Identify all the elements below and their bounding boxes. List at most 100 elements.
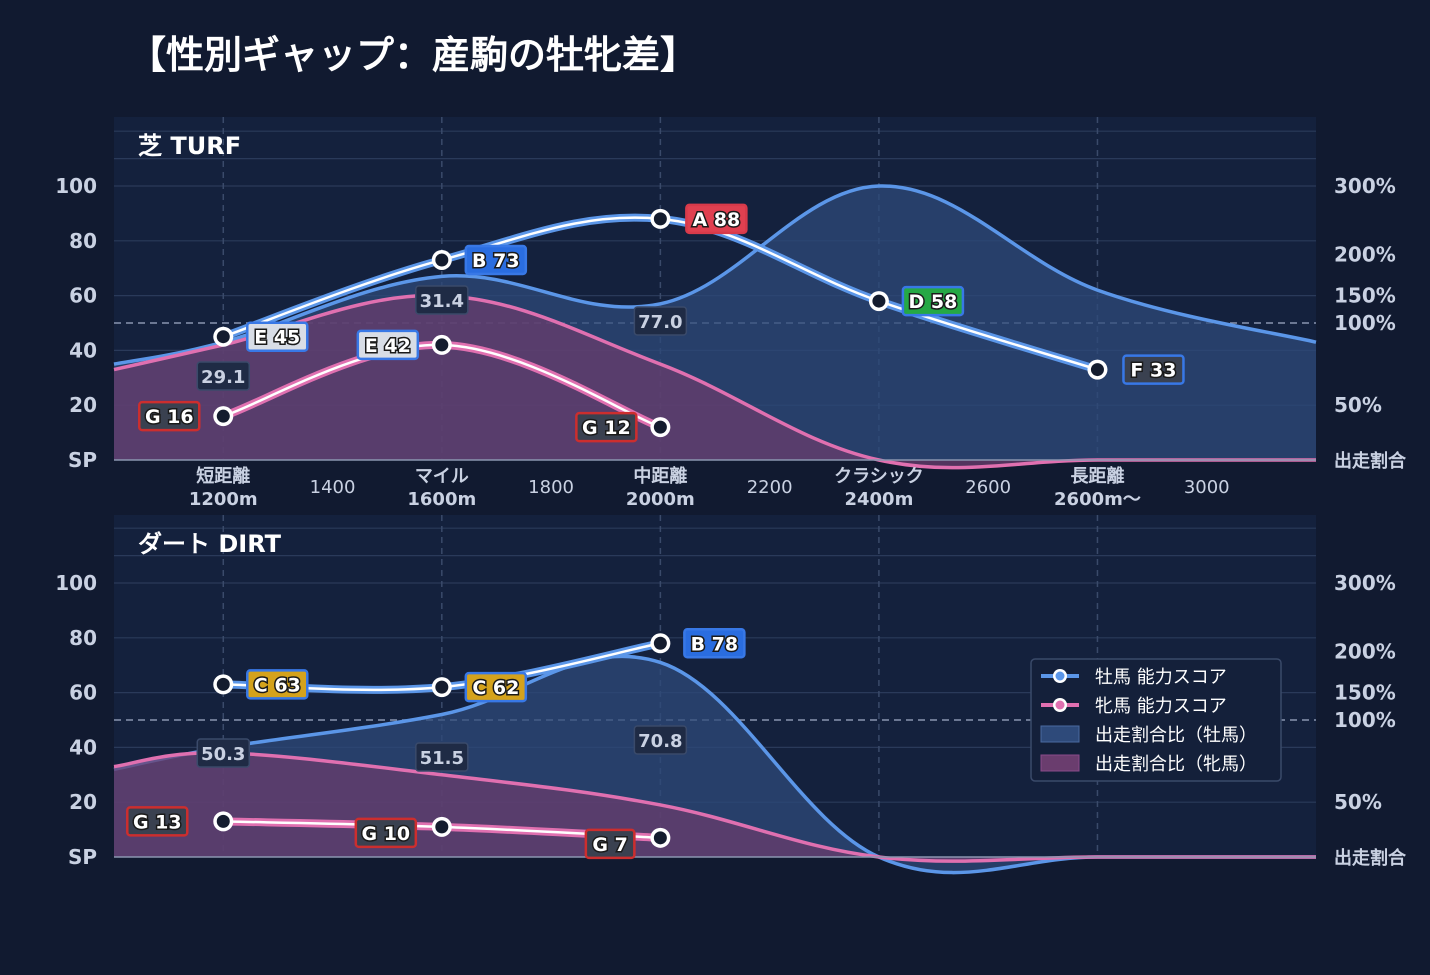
x-tick-label: 2000m [626,489,695,510]
y-tick-label: 60 [69,681,97,705]
y-right-tick-label: 出走割合 [1334,450,1407,472]
grade-badge-label: B 78 [691,633,739,655]
x-tick-label: 3000 [1184,477,1230,498]
y-right-tick-label: 300% [1334,174,1396,198]
grade-badge [464,671,528,703]
y-right-tick-label: 出走割合 [1334,847,1407,869]
grade-badge-label: F 33 [1130,360,1176,382]
turf-panel: SP 20 40 60 80 100 出走割合 50% 100% 150% 200% 300% 芝 TU… [55,117,1407,510]
x-tick-label: クラシック [834,466,924,487]
y-right-tick-label: 300% [1334,571,1396,595]
ratio-label: 77.0 [638,312,682,333]
grade-badge [138,400,201,432]
y-tick-label: 60 [69,284,97,308]
legend-label: 出走割合比（牝馬） [1095,754,1257,775]
grade-badge-label: C 63 [254,674,301,696]
y-tick-label: 100 [55,571,97,595]
female-score-marker [653,831,667,845]
grade-badge [901,285,965,317]
y-right-tick-label: 50% [1334,790,1382,814]
ratio-label-box [415,285,469,315]
grade-badge-label: C 62 [472,677,519,699]
grade-badge [356,329,420,361]
grade-badge [575,411,638,443]
y-tick-label: 20 [69,393,97,417]
x-tick-label: 1200m [189,489,258,510]
grade-badge [246,321,309,352]
x-tick-label: 長距離 [1070,465,1124,487]
panel-title: ダート DIRT [138,530,282,558]
ratio-label-box [415,742,469,772]
grade-badge [354,817,418,849]
grade-badge [685,203,748,235]
x-tick-label: マイル [415,466,469,487]
y-right-tick-label: 50% [1334,393,1382,417]
y-tick-label: 40 [69,735,97,759]
male-score-marker [435,680,449,694]
x-tick-label: 短距離 [196,465,250,487]
grade-badge-label: D 58 [908,291,957,313]
grade-badge [683,628,746,659]
x-tick-label: 1600m [407,489,476,510]
female-score-marker [216,409,230,423]
legend-marker-inner [1055,700,1065,710]
grade-badge-label: E 45 [254,327,300,349]
y-right-tick-label: 150% [1334,284,1396,308]
grade-badge [246,669,309,700]
x-tick-label: 2600 [965,477,1011,498]
x-tick-label: 2600m〜 [1054,489,1141,510]
legend-label: 牝馬 能力スコア [1095,696,1227,717]
legend-label: 出走割合比（牡馬） [1095,725,1257,746]
ratio-label: 51.5 [420,748,464,769]
x-tick-label: 中距離 [633,465,687,487]
male-score-marker [216,677,230,691]
grade-badge-label: G 10 [361,823,410,845]
x-tick-label: 2200 [747,477,793,498]
ratio-label: 29.1 [201,367,245,388]
grade-badge-label: B 73 [472,250,520,272]
x-tick-label: 1400 [310,477,356,498]
grade-badge-label: G 7 [592,834,627,856]
y-tick-label: 80 [69,229,97,253]
y-right-tick-label: 150% [1334,681,1396,705]
male-score-marker [872,294,886,308]
female-score-marker [216,814,230,828]
male-score-marker [653,636,667,650]
grade-badge [1122,354,1185,385]
legend-label: 牡馬 能力スコア [1095,667,1227,688]
y-tick-label: 80 [69,626,97,650]
legend-box-symbol [1040,725,1080,743]
y-right-tick-label: 200% [1334,640,1396,664]
female-score-marker [435,338,449,352]
y-right-tick-label: 100% [1334,311,1396,335]
male-score-marker [435,253,449,267]
grade-badge [126,806,189,837]
panel-title: 芝 TURF [138,132,241,160]
ratio-label: 31.4 [420,291,464,312]
y-tick-label: 100 [55,174,97,198]
male-score-marker [653,212,667,226]
legend-marker-inner [1055,671,1065,681]
ratio-label-box [633,306,688,336]
y-tick-label: 20 [69,790,97,814]
ratio-label-box [633,725,688,755]
male-score-marker [216,330,230,344]
grade-badge [584,828,636,860]
ratio-label: 70.8 [638,731,682,752]
y-right-tick-label: 200% [1334,243,1396,267]
x-tick-label: 1800 [528,477,574,498]
ratio-label: 50.3 [201,744,245,765]
ratio-label-box [196,361,251,391]
male-score-marker [1090,363,1104,377]
y-tick-label: SP [68,845,97,869]
ratio-label-box [196,738,251,768]
grade-badge-label: E 42 [365,335,411,357]
x-tick-label: 2400m [844,489,913,510]
female-score-marker [435,820,449,834]
y-right-tick-label: 100% [1334,708,1396,732]
grade-badge-label: A 88 [692,209,740,231]
page-title: 【性別ギャップ：産駒の牡牝差】 [128,33,698,77]
grade-badge-label: G 16 [145,406,194,428]
y-tick-label: SP [68,448,97,472]
